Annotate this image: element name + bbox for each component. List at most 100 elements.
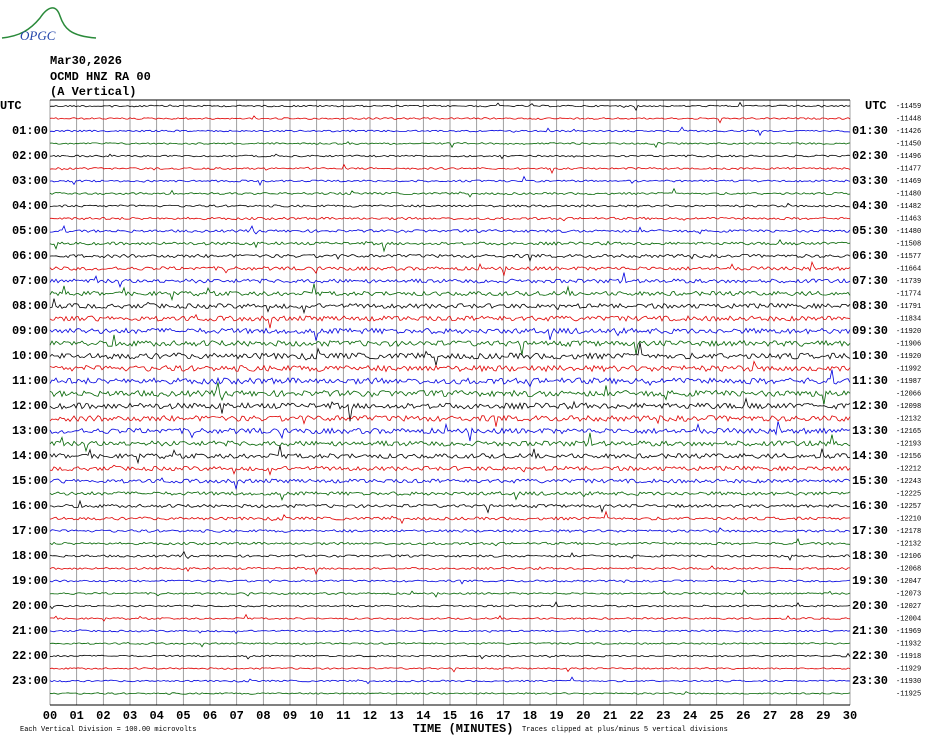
trace-offset: -12156 [896, 453, 921, 461]
x-tick-label: 24 [683, 709, 697, 723]
left-time-label: 04:00 [12, 199, 48, 213]
x-tick-label: 04 [149, 709, 163, 723]
trace [49, 283, 851, 302]
trace [49, 527, 851, 533]
left-time-label: 05:00 [12, 224, 48, 238]
trace [49, 652, 851, 660]
x-tick-label: 21 [603, 709, 617, 723]
x-tick-label: 01 [69, 709, 83, 723]
x-tick-label: 17 [496, 709, 510, 723]
x-tick-label: 23 [656, 709, 670, 723]
trace-offset: -12073 [896, 590, 921, 598]
trace [49, 421, 851, 442]
trace-offset: -11496 [896, 153, 921, 161]
trace [49, 579, 851, 585]
left-time-label: 23:00 [12, 674, 48, 688]
trace-offset: -11508 [896, 240, 921, 248]
trace [49, 641, 851, 648]
x-tick-label: 09 [283, 709, 297, 723]
trace-offset: -12132 [896, 415, 921, 423]
trace-offset: -12132 [896, 540, 921, 548]
left-time-label: 16:00 [12, 499, 48, 513]
left-time-label: 14:00 [12, 449, 48, 463]
trace-offset: -11469 [896, 178, 921, 186]
trace [49, 464, 851, 476]
trace-offset: -11929 [896, 665, 921, 673]
trace-offset: -12068 [896, 565, 921, 573]
trace [49, 538, 851, 547]
x-tick-label: 15 [443, 709, 457, 723]
trace-offset: -12027 [896, 603, 921, 611]
x-tick-label: 29 [816, 709, 830, 723]
trace [49, 432, 851, 453]
trace [49, 445, 851, 465]
trace-offset: -11920 [896, 328, 921, 336]
trace [50, 153, 851, 160]
left-time-label: 01:00 [12, 124, 48, 138]
scale-note: Each Vertical Division = 100.00 microvol… [20, 726, 196, 734]
left-time-label: 22:00 [12, 649, 48, 663]
station: OCMD HNZ RA 00 [50, 70, 151, 84]
x-tick-label: 10 [309, 709, 323, 723]
right-time-label: 10:30 [852, 349, 888, 363]
x-tick-label: 28 [789, 709, 803, 723]
trace-offset: -12066 [896, 390, 921, 398]
trace [49, 550, 851, 561]
trace [49, 126, 851, 137]
trace [49, 397, 851, 422]
trace-offset: -12165 [896, 428, 921, 436]
right-time-label: 02:30 [852, 149, 888, 163]
left-time-label: 06:00 [12, 249, 48, 263]
logo-curve [1, 7, 97, 39]
trace [49, 382, 851, 405]
trace-offset: -11664 [896, 265, 921, 273]
trace [49, 601, 851, 610]
x-tick-label: 06 [203, 709, 217, 723]
trace [49, 342, 851, 366]
right-time-label: 21:30 [852, 624, 888, 638]
trace-offset: -11463 [896, 215, 921, 223]
trace [49, 260, 851, 277]
x-tick-label: 27 [763, 709, 777, 723]
trace [49, 141, 851, 149]
trace [49, 313, 851, 329]
trace [49, 272, 851, 288]
left-time-label: 11:00 [12, 374, 48, 388]
trace-offset: -11459 [896, 103, 921, 111]
trace [49, 629, 851, 635]
trace-offset: -11920 [896, 353, 921, 361]
x-tick-label: 03 [123, 709, 137, 723]
trace [50, 224, 851, 235]
trace-offset: -11834 [896, 315, 921, 323]
x-tick-label: 16 [469, 709, 483, 723]
trace-offset: -12257 [896, 503, 921, 511]
trace-offset: -11739 [896, 278, 921, 286]
trace [49, 477, 851, 491]
trace [49, 238, 851, 253]
trace-offset: -11577 [896, 253, 921, 261]
trace-offset: -11925 [896, 690, 921, 698]
right-time-label: 15:30 [852, 474, 888, 488]
plot-area: 00 01 02 03 04 05 06 07 08 09 10 11 12 13 14 15 16 17 18 19… [0, 99, 921, 723]
trace [49, 676, 851, 685]
trace [49, 187, 851, 198]
right-time-label: UTC [865, 99, 887, 113]
right-time-label: 06:30 [852, 249, 888, 263]
right-time-label: 14:30 [852, 449, 888, 463]
left-time-label: 17:00 [12, 524, 48, 538]
trace [49, 163, 851, 175]
trace-offset: -11987 [896, 378, 921, 386]
trace [49, 667, 851, 673]
trace-offset: -11969 [896, 628, 921, 636]
right-time-label: 18:30 [852, 549, 888, 563]
trace-offset: -11448 [896, 115, 921, 123]
trace-offset: -12047 [896, 578, 921, 586]
left-time-label: 02:00 [12, 149, 48, 163]
date: Mar30,2026 [50, 54, 122, 68]
trace-offset: -11930 [896, 678, 921, 686]
trace-offset: -11480 [896, 228, 921, 236]
trace [49, 202, 851, 208]
trace-offset: -12243 [896, 478, 921, 486]
trace [49, 115, 851, 124]
